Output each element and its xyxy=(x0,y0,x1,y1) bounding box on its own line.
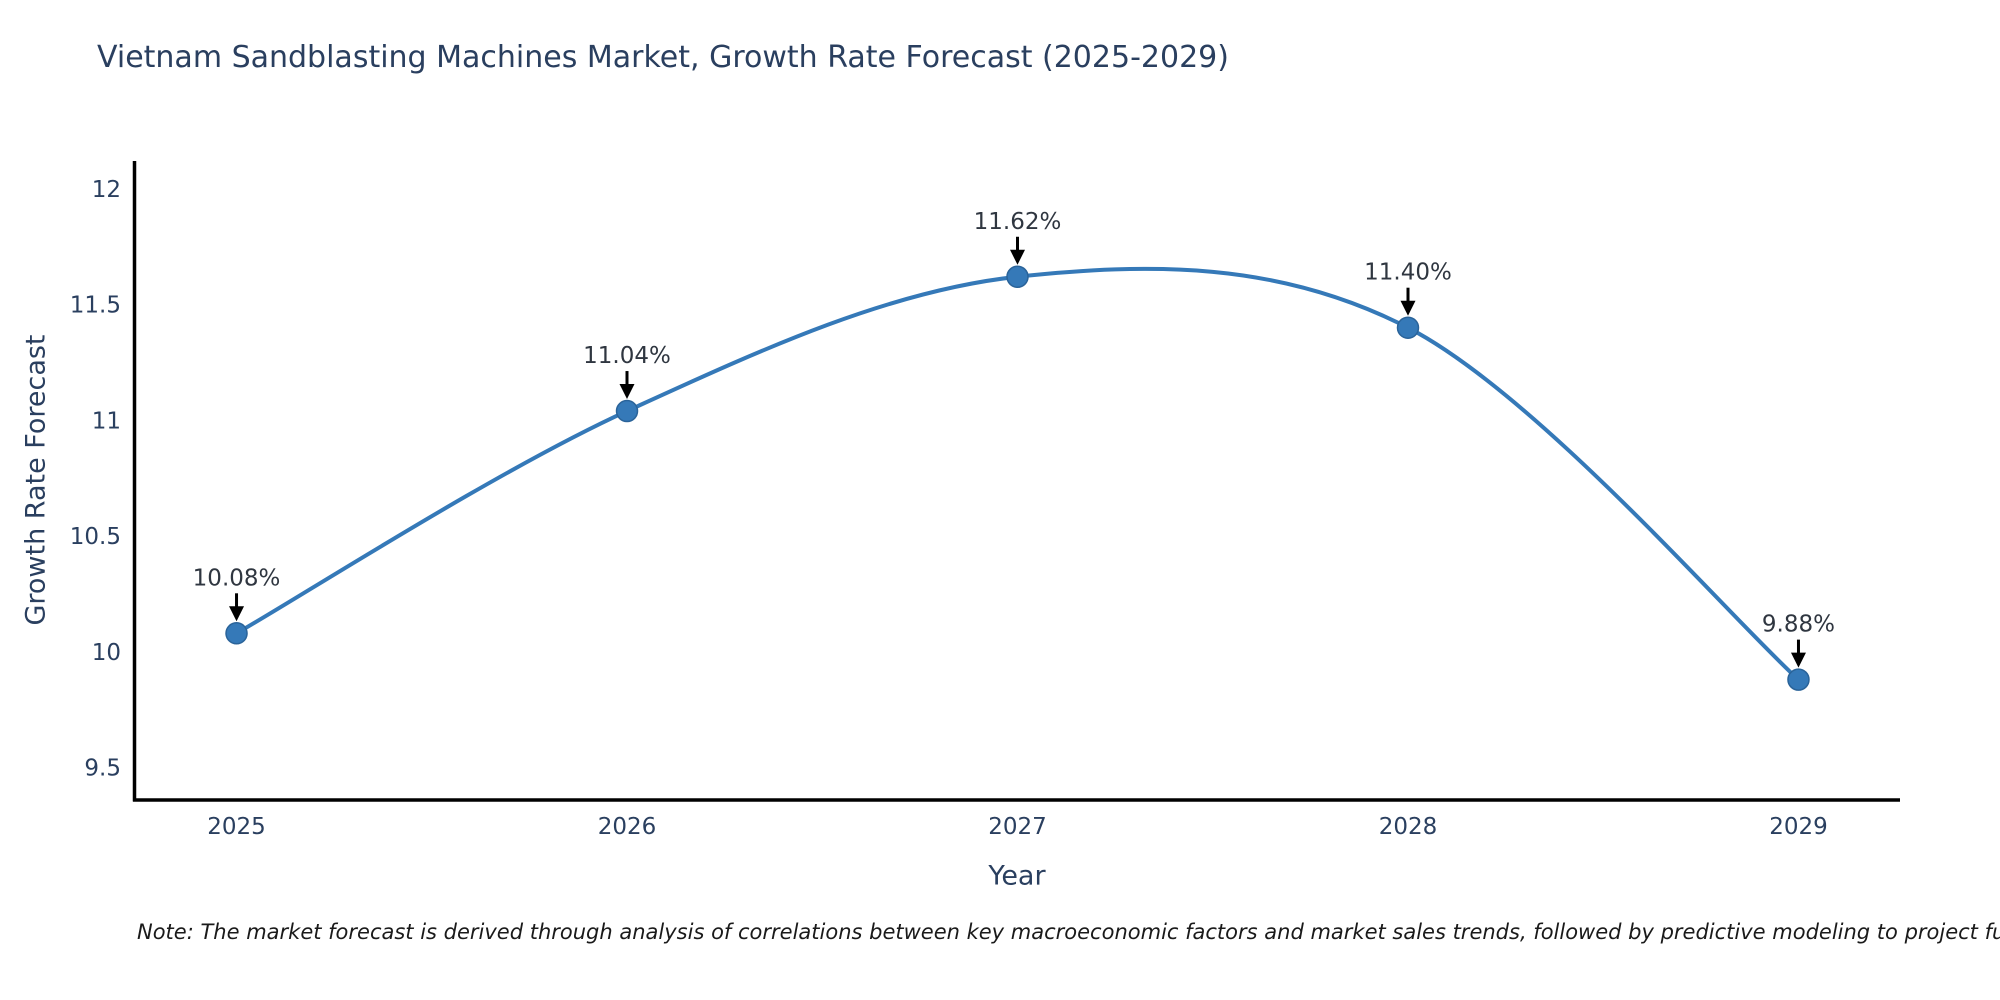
y-tick-label: 12 xyxy=(92,177,121,203)
y-tick-label: 11 xyxy=(92,408,121,434)
chart-title: Vietnam Sandblasting Machines Market, Gr… xyxy=(97,40,1229,75)
data-point-label: 10.08% xyxy=(193,565,281,591)
data-point-label: 11.40% xyxy=(1364,260,1452,286)
x-axis-title: Year xyxy=(988,860,1046,892)
data-point-label: 11.62% xyxy=(974,209,1062,235)
annotation-arrowhead-icon xyxy=(1010,249,1025,265)
data-point-label: 9.88% xyxy=(1762,612,1835,638)
chart-note: Note: The market forecast is derived thr… xyxy=(137,920,2000,944)
y-tick-label: 10 xyxy=(92,640,121,666)
growth-rate-line xyxy=(235,266,1800,682)
data-point-marker[interactable] xyxy=(225,622,248,645)
data-point-marker[interactable] xyxy=(615,399,639,423)
x-tick-label: 2025 xyxy=(207,814,266,840)
y-tick-label: 11.5 xyxy=(70,293,121,319)
y-tick-label: 9.5 xyxy=(84,756,121,782)
annotation-arrowhead-icon xyxy=(229,606,245,622)
y-tick-label: 10.5 xyxy=(70,524,121,550)
data-point-marker[interactable] xyxy=(1787,668,1810,691)
x-tick-label: 2027 xyxy=(988,814,1047,840)
data-point-label: 11.04% xyxy=(583,343,671,369)
x-tick-label: 2028 xyxy=(1379,814,1438,840)
annotation-arrowhead-icon xyxy=(1790,652,1806,668)
x-tick-label: 2026 xyxy=(598,814,657,840)
data-point-marker[interactable] xyxy=(1006,265,1029,289)
annotation-arrowhead-icon xyxy=(619,384,635,400)
data-point-marker[interactable] xyxy=(1396,316,1420,339)
x-tick-label: 2029 xyxy=(1769,814,1828,840)
annotation-arrowhead-icon xyxy=(1400,300,1416,316)
